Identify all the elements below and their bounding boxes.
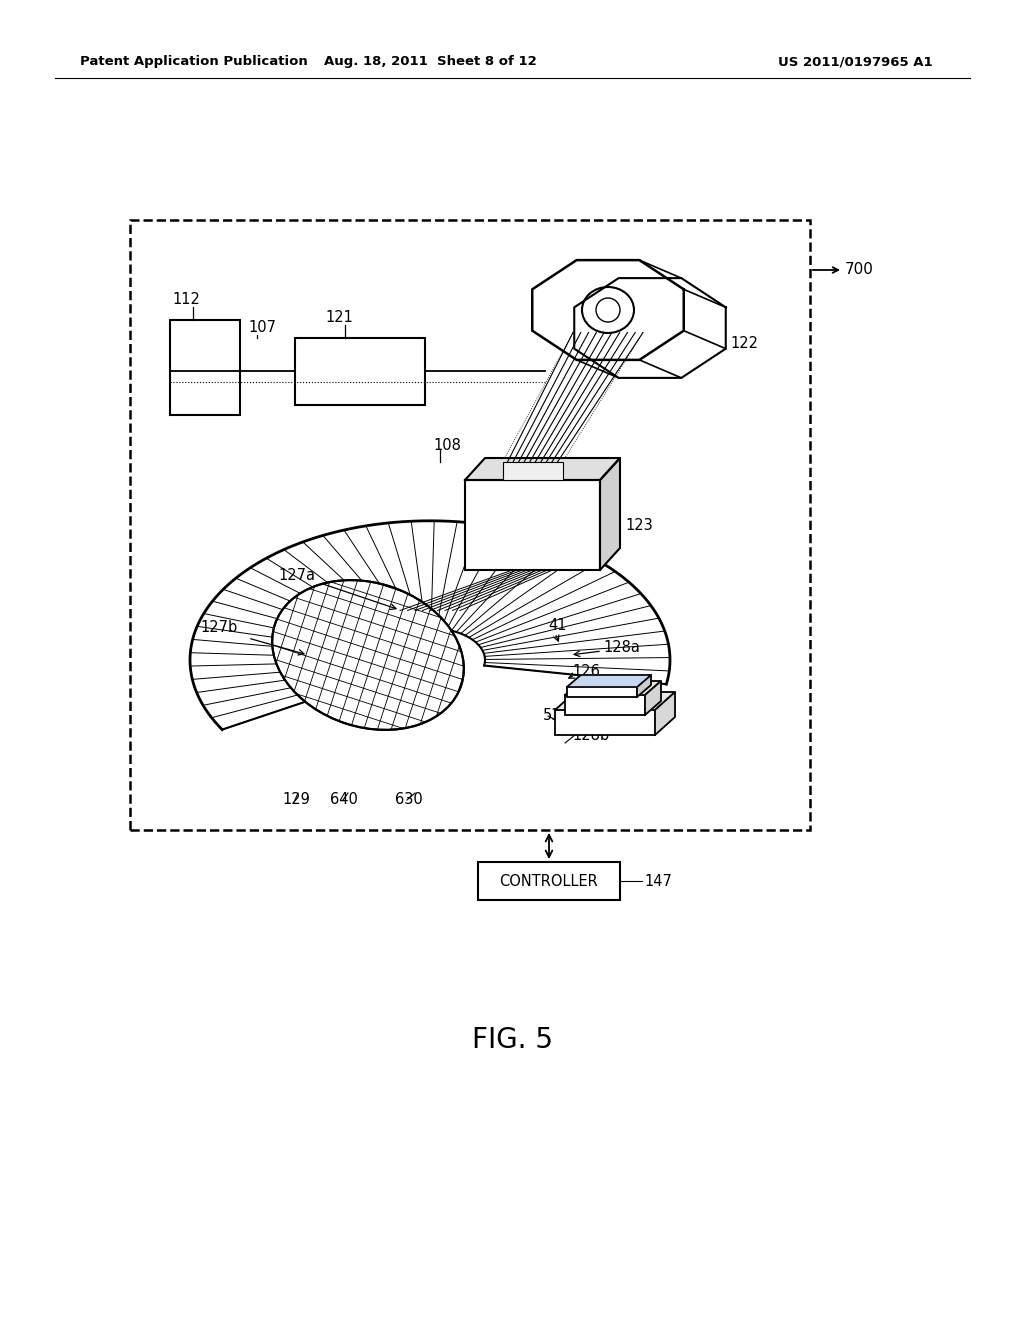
Text: 53: 53 [543, 709, 561, 723]
Text: CONTROLLER: CONTROLLER [500, 874, 598, 888]
Text: 128a: 128a [603, 640, 640, 656]
Bar [555, 710, 655, 735]
Text: Patent Application Publication: Patent Application Publication [80, 55, 308, 69]
Text: 41: 41 [548, 618, 566, 632]
Text: 107: 107 [248, 321, 276, 335]
Ellipse shape [582, 286, 634, 333]
Text: 112: 112 [172, 293, 200, 308]
Text: Aug. 18, 2011  Sheet 8 of 12: Aug. 18, 2011 Sheet 8 of 12 [324, 55, 537, 69]
Polygon shape [655, 692, 675, 735]
Polygon shape [600, 458, 620, 570]
Ellipse shape [272, 579, 464, 730]
Text: 122: 122 [731, 337, 759, 351]
Text: 127b: 127b [200, 620, 238, 635]
Text: 147: 147 [644, 874, 672, 888]
Bar [465, 480, 600, 570]
Bar [567, 686, 637, 697]
Polygon shape [567, 675, 651, 686]
Bar [503, 462, 562, 480]
Text: 640: 640 [330, 792, 357, 808]
Polygon shape [645, 681, 662, 715]
Text: 126: 126 [572, 664, 600, 680]
Polygon shape [567, 675, 651, 686]
Polygon shape [565, 681, 662, 696]
Polygon shape [465, 458, 620, 480]
Text: 129: 129 [282, 792, 310, 808]
Text: 128b: 128b [572, 727, 609, 742]
Text: 108: 108 [433, 437, 461, 453]
Text: 700: 700 [845, 263, 873, 277]
Text: 121: 121 [325, 310, 353, 326]
Bar [478, 862, 620, 900]
Text: 630: 630 [395, 792, 423, 808]
Text: FIG. 5: FIG. 5 [471, 1026, 553, 1053]
Polygon shape [555, 692, 675, 710]
Bar [565, 696, 645, 715]
Text: 123: 123 [625, 517, 652, 532]
Bar [130, 220, 810, 830]
Polygon shape [637, 675, 651, 697]
Text: US 2011/0197965 A1: US 2011/0197965 A1 [777, 55, 932, 69]
Bar [170, 319, 240, 414]
Bar [295, 338, 425, 405]
Text: 127a: 127a [278, 568, 315, 582]
